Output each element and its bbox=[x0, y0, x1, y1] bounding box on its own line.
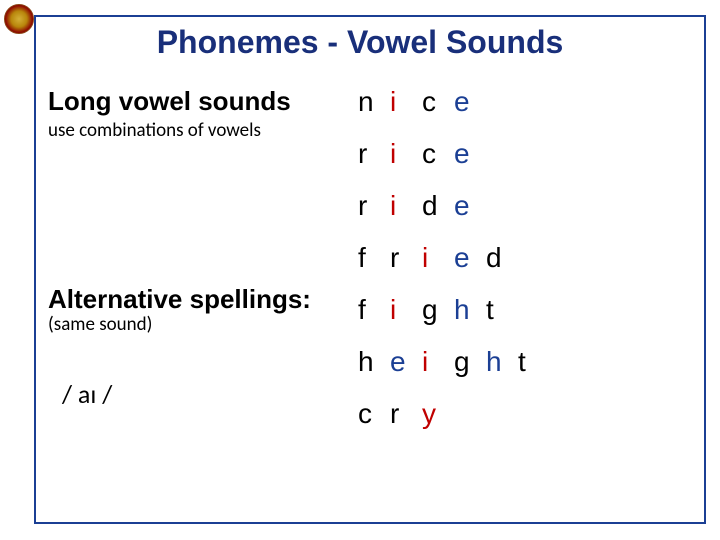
word-row: rice bbox=[358, 140, 550, 168]
word-row: ride bbox=[358, 192, 550, 220]
left-column: Long vowel sounds use combinations of vo… bbox=[48, 86, 348, 410]
letter: r bbox=[390, 244, 422, 272]
letter: f bbox=[358, 296, 390, 324]
letter: i bbox=[422, 348, 454, 376]
subtext-combinations: use combinations of vowels bbox=[48, 119, 348, 142]
ipa-symbol: / aɪ / bbox=[62, 378, 348, 410]
letter: r bbox=[358, 140, 390, 168]
letter: y bbox=[422, 400, 454, 428]
letter: e bbox=[454, 244, 486, 272]
slide-title: Phonemes - Vowel Sounds bbox=[0, 24, 720, 61]
word-row: fried bbox=[358, 244, 550, 272]
letter: h bbox=[454, 296, 486, 324]
letter: i bbox=[390, 296, 422, 324]
word-row: nice bbox=[358, 88, 550, 116]
letter: e bbox=[454, 88, 486, 116]
letter: n bbox=[358, 88, 390, 116]
word-row: height bbox=[358, 348, 550, 376]
letter: g bbox=[422, 296, 454, 324]
letter: h bbox=[486, 348, 518, 376]
letter: c bbox=[422, 140, 454, 168]
letter: r bbox=[390, 400, 422, 428]
subtext-same-sound: (same sound) bbox=[48, 313, 348, 336]
letter: d bbox=[422, 192, 454, 220]
word-row: fight bbox=[358, 296, 550, 324]
letter: r bbox=[358, 192, 390, 220]
letter: t bbox=[486, 296, 518, 324]
letter: i bbox=[390, 192, 422, 220]
letter: i bbox=[390, 88, 422, 116]
heading-long-vowel: Long vowel sounds bbox=[48, 86, 348, 117]
letter: h bbox=[358, 348, 390, 376]
word-list: nicericeridefriedfightheightcry bbox=[358, 88, 550, 452]
letter: f bbox=[358, 244, 390, 272]
letter: d bbox=[486, 244, 518, 272]
letter: c bbox=[422, 88, 454, 116]
letter: t bbox=[518, 348, 550, 376]
letter: i bbox=[422, 244, 454, 272]
letter: e bbox=[454, 192, 486, 220]
letter: c bbox=[358, 400, 390, 428]
letter: e bbox=[454, 140, 486, 168]
heading-alternative: Alternative spellings: bbox=[48, 284, 348, 315]
letter: g bbox=[454, 348, 486, 376]
word-row: cry bbox=[358, 400, 550, 428]
letter: e bbox=[390, 348, 422, 376]
letter: i bbox=[390, 140, 422, 168]
